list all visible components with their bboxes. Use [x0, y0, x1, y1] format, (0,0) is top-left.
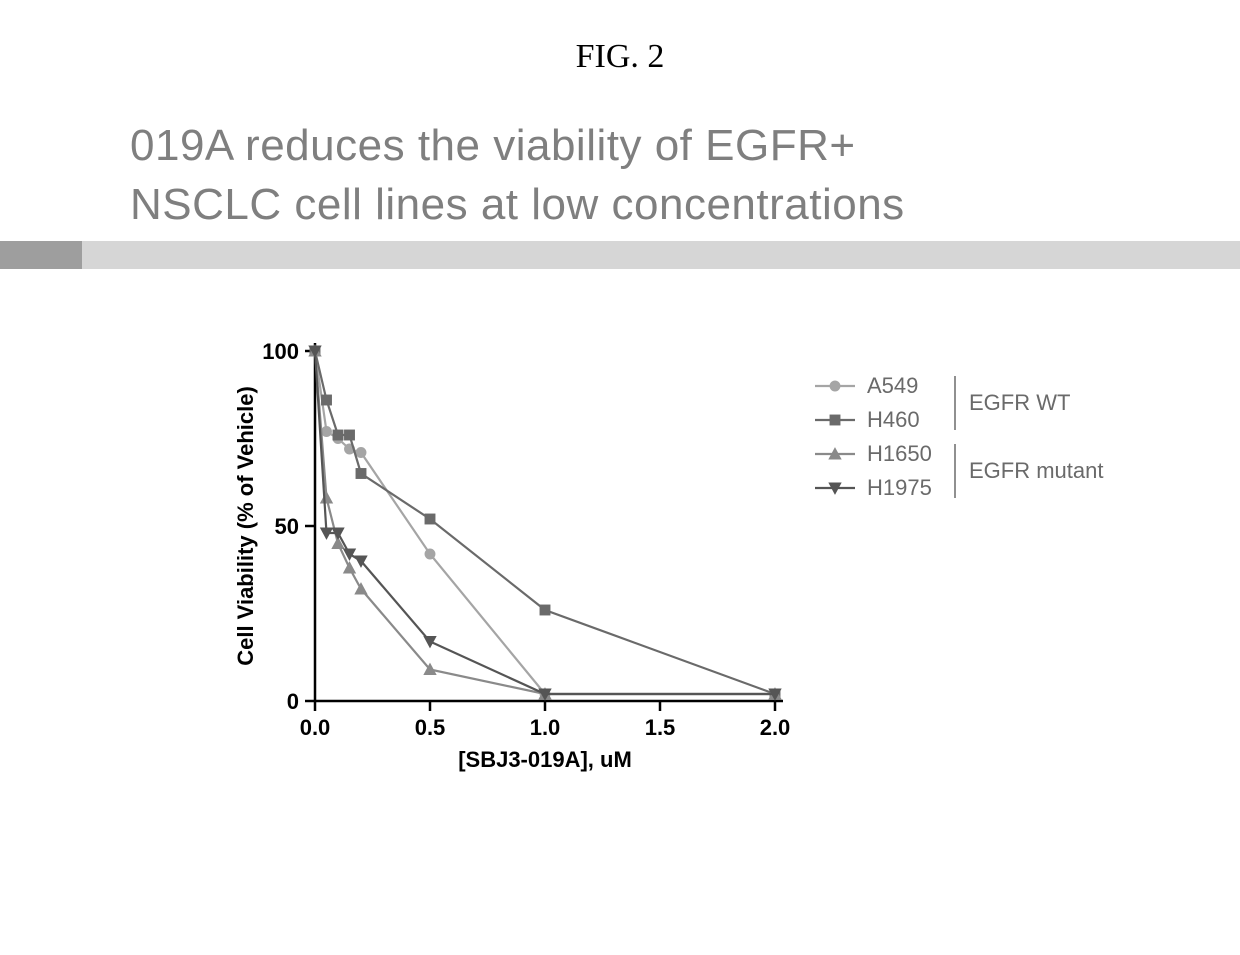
series-A549 [310, 346, 780, 699]
chart-svg: 0 50 100 0.0 0.5 1.0 1.5 2.0 [SBJ3-019A], uM Cell… [225, 331, 1145, 791]
svg-text:1.5: 1.5 [645, 715, 676, 740]
svg-text:EGFR WT: EGFR WT [969, 390, 1070, 415]
svg-text:0: 0 [287, 689, 299, 714]
svg-text:Cell Viability (% of Vehicle): Cell Viability (% of Vehicle) [233, 386, 258, 666]
viability-chart: 0 50 100 0.0 0.5 1.0 1.5 2.0 [SBJ3-019A], uM Cell… [225, 331, 1145, 791]
series-H460 [310, 346, 780, 699]
svg-text:H1650: H1650 [867, 441, 932, 466]
series-H1975 [309, 346, 781, 700]
accent-bar-light [82, 241, 1240, 269]
svg-text:EGFR mutant: EGFR mutant [969, 458, 1103, 483]
svg-text:H460: H460 [867, 407, 920, 432]
series-H1650 [309, 345, 781, 699]
svg-text:A549: A549 [867, 373, 918, 398]
svg-text:2.0: 2.0 [760, 715, 791, 740]
svg-text:50: 50 [275, 514, 299, 539]
svg-text:H1975: H1975 [867, 475, 932, 500]
svg-text:0.0: 0.0 [300, 715, 331, 740]
title-line-1: 019A reduces the viability of EGFR+ [130, 116, 1240, 175]
svg-text:100: 100 [262, 339, 299, 364]
title-line-2: NSCLC cell lines at low concentrations [130, 175, 1240, 234]
svg-text:1.0: 1.0 [530, 715, 561, 740]
svg-text:[SBJ3-019A], uM: [SBJ3-019A], uM [458, 747, 632, 772]
figure-label: FIG. 2 [0, 38, 1240, 76]
svg-text:0.5: 0.5 [415, 715, 446, 740]
title-block: 019A reduces the viability of EGFR+ NSCL… [130, 116, 1240, 235]
accent-bar [0, 241, 1240, 269]
legend: A549 H460 H1650 H1975 EGFR WT EGFR mutant [815, 373, 1103, 500]
accent-bar-dark [0, 241, 82, 269]
